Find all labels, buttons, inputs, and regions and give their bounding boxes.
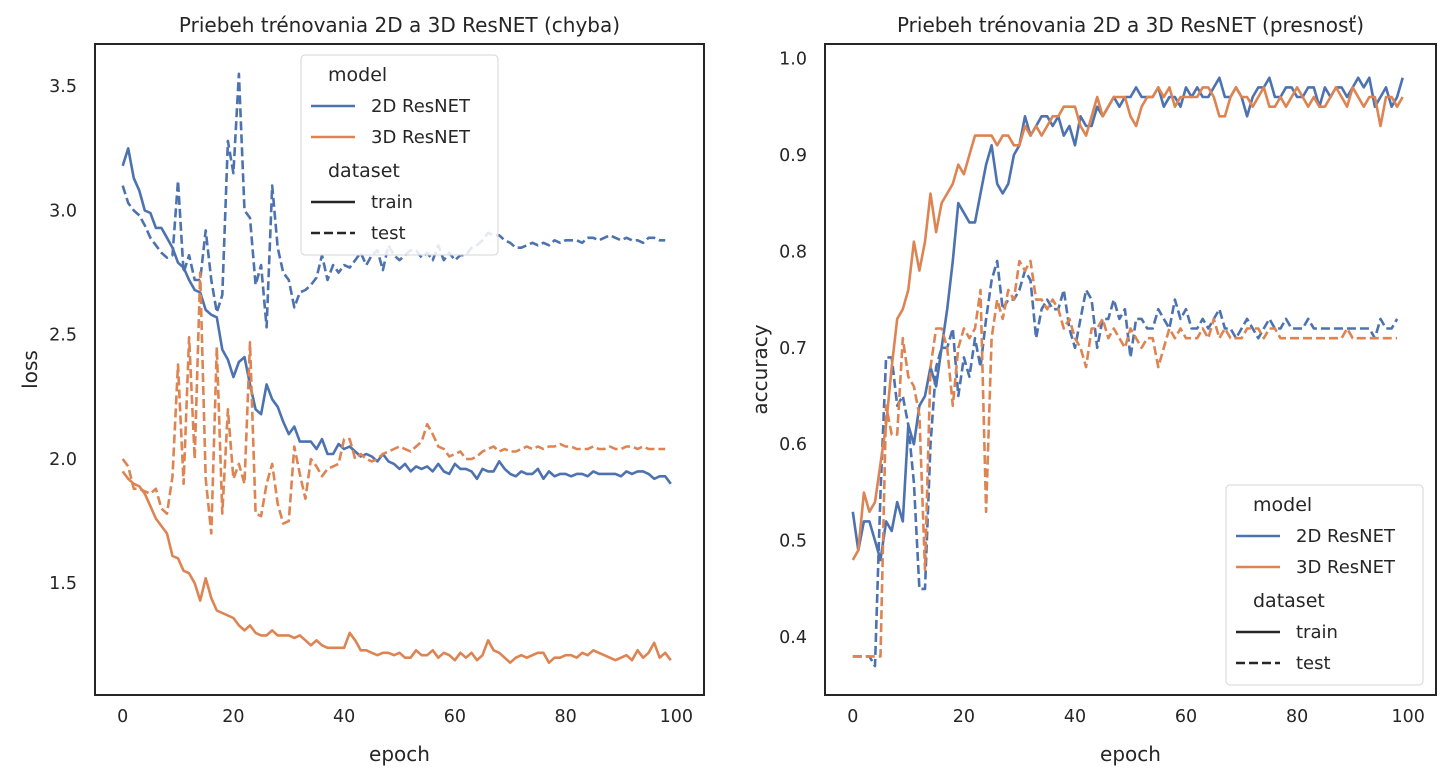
chart-title: Priebeh trénovania 2D a 3D ResNET (presn… [897, 13, 1364, 37]
y-tick-label: 1.0 [779, 49, 807, 69]
legend-entry-label: 2D ResNET [371, 96, 471, 117]
series-group [851, 76, 1404, 668]
legend-entry-label: train [1296, 622, 1338, 643]
y-tick-label: 3.0 [49, 201, 77, 221]
x-tick-label: 0 [847, 707, 858, 727]
x-axis-label: epoch [1100, 742, 1161, 766]
y-tick-label: 0.9 [779, 146, 807, 166]
y-tick-label: 0.7 [779, 339, 807, 359]
x-tick-label: 60 [444, 707, 466, 727]
x-tick-label: 40 [1064, 707, 1086, 727]
legend-entry-label: 3D ResNET [371, 127, 471, 148]
x-tick-label: 60 [1175, 707, 1197, 727]
x-tick-label: 100 [1392, 707, 1425, 727]
legend-style-title: dataset [1253, 590, 1325, 612]
legend-hue-title: model [1253, 494, 1312, 516]
y-tick-label: 0.6 [779, 435, 807, 455]
legend: model 2D ResNET 3D ResNET dataset train test [300, 54, 499, 256]
x-tick-label: 20 [222, 707, 244, 727]
x-tick-label: 100 [660, 707, 693, 727]
x-tick-label: 80 [1286, 707, 1308, 727]
legend-entry-label: 2D ResNET [1296, 526, 1396, 547]
legend-style-title: dataset [328, 160, 400, 182]
x-tick-label: 20 [953, 707, 975, 727]
chart-panel-1: Priebeh trénovania 2D a 3D ResNET (chyba… [18, 13, 705, 766]
legend-entry-label: test [1296, 653, 1331, 674]
series-line-2d-resnet-train [121, 147, 672, 485]
legend: model 2D ResNET 3D ResNET dataset train test [1225, 484, 1424, 686]
y-tick-label: 3.5 [49, 77, 77, 97]
chart-title: Priebeh trénovania 2D a 3D ResNET (chyba… [179, 13, 620, 37]
plot-frame [824, 43, 1437, 696]
series-line-3d-resnet-test [852, 259, 1398, 658]
series-group [121, 72, 672, 664]
plot-frame [94, 43, 705, 696]
y-axis-label: accuracy [748, 324, 772, 414]
x-tick-label: 80 [554, 707, 576, 727]
series-line-3d-resnet-train [851, 86, 1404, 561]
legend-entry-label: test [371, 223, 406, 244]
series-line-2d-resnet-train [851, 76, 1404, 562]
y-axis-label: loss [18, 350, 42, 389]
series-line-3d-resnet-test [121, 271, 666, 535]
series-line-2d-resnet-test [852, 259, 1399, 668]
legend-entry-label: train [371, 192, 413, 213]
y-tick-label: 0.8 [779, 242, 807, 262]
legend-hue-title: model [328, 64, 387, 86]
y-tick-label: 2.5 [49, 326, 77, 346]
y-tick-label: 0.5 [779, 532, 807, 552]
y-tick-label: 1.5 [49, 574, 77, 594]
series-line-3d-resnet-train [121, 470, 672, 664]
y-tick-label: 0.4 [779, 628, 807, 648]
x-tick-label: 40 [333, 707, 355, 727]
x-axis-label: epoch [369, 742, 430, 766]
chart-panel-2: Priebeh trénovania 2D a 3D ResNET (presn… [748, 13, 1437, 766]
series-line-2d-resnet-test [121, 72, 666, 329]
x-tick-label: 0 [117, 707, 128, 727]
legend-entry-label: 3D ResNET [1296, 557, 1396, 578]
y-tick-label: 2.0 [49, 450, 77, 470]
